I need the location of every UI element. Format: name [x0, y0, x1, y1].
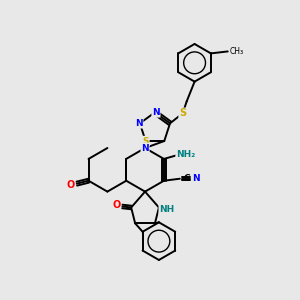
Text: NH: NH [159, 205, 175, 214]
Text: CH₃: CH₃ [230, 47, 244, 56]
Text: N: N [141, 143, 149, 152]
Text: N: N [135, 119, 143, 128]
Text: S: S [142, 136, 149, 146]
Text: O: O [112, 200, 120, 211]
Text: NH₂: NH₂ [176, 151, 195, 160]
Text: S: S [179, 108, 186, 118]
Text: N: N [192, 174, 200, 183]
Text: N: N [152, 108, 160, 117]
Text: C: C [183, 174, 190, 183]
Text: O: O [67, 180, 75, 190]
